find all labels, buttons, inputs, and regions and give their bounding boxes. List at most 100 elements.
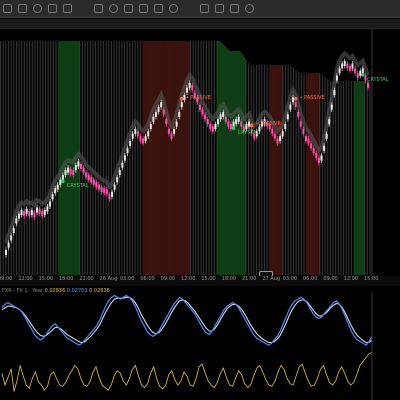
candle-body <box>15 218 18 224</box>
candle-body <box>33 212 36 218</box>
band-gray <box>131 29 134 275</box>
band-gray <box>94 29 97 275</box>
candle-body <box>222 111 225 117</box>
candle-body <box>20 210 23 215</box>
band-gray <box>290 29 292 275</box>
price-chart[interactable] <box>0 29 400 275</box>
band-gray <box>350 29 353 275</box>
candle-body <box>17 213 20 219</box>
band-gray <box>337 29 339 275</box>
zoom-out-icon[interactable] <box>139 4 148 13</box>
candle-body <box>167 128 170 134</box>
candle-body <box>38 208 41 214</box>
band-gray <box>303 29 305 275</box>
candle-body <box>77 161 80 167</box>
band-gray <box>332 29 334 275</box>
alert-icon[interactable] <box>200 4 209 13</box>
zoom-in-icon[interactable] <box>124 4 133 13</box>
band-green <box>63 29 67 275</box>
candle-body <box>250 128 253 134</box>
oscillator-panel[interactable] <box>0 292 400 400</box>
candle-body <box>160 102 163 108</box>
band-gray <box>87 29 89 275</box>
draw-icon[interactable] <box>94 4 103 13</box>
band-gray <box>189 29 192 275</box>
band-gray <box>327 29 329 275</box>
candle-body <box>214 124 217 130</box>
signal-marker <box>361 73 365 77</box>
candle-body <box>351 63 354 69</box>
band-gray <box>298 29 300 275</box>
signal-marker <box>293 96 298 101</box>
candle-body <box>98 184 101 190</box>
candle-body <box>217 119 220 125</box>
candle-body <box>74 165 77 171</box>
candle-body <box>95 182 98 188</box>
band-gray <box>369 29 371 275</box>
band-gray <box>118 29 120 275</box>
candle-body <box>69 168 72 174</box>
oscillator-signal-line <box>1 352 373 392</box>
oscillator-fast-line <box>1 294 373 346</box>
save-icon[interactable] <box>33 4 42 13</box>
band-green <box>58 29 61 275</box>
undo-icon[interactable] <box>245 4 254 13</box>
indicator-legend: FXR · FX 1 · Year 0.02836 0.02703 0.0283… <box>2 288 110 294</box>
band-green <box>237 29 241 275</box>
band-gray <box>255 29 258 275</box>
band-green <box>218 29 222 275</box>
text-icon[interactable] <box>109 4 118 13</box>
candle-body <box>333 90 336 96</box>
band-green <box>60 29 64 275</box>
band-red <box>174 29 178 275</box>
candle-body <box>54 188 57 194</box>
band-gray <box>108 29 110 275</box>
band-gray <box>10 29 12 275</box>
band-gray <box>213 29 215 275</box>
candle-body <box>186 87 188 93</box>
crosshair-icon[interactable] <box>63 4 72 13</box>
band-green <box>216 29 220 275</box>
candle-body <box>28 211 31 217</box>
open-icon[interactable] <box>18 4 27 13</box>
candle-body <box>180 102 183 108</box>
camera-icon[interactable] <box>169 4 178 13</box>
cursor-icon[interactable] <box>48 4 57 13</box>
candle-body <box>46 206 49 212</box>
band-gray <box>364 29 366 275</box>
band-red <box>182 29 185 275</box>
band-gray <box>340 29 342 275</box>
indicator-name: FXR · FX 1 · Year <box>2 288 43 294</box>
band-red <box>163 29 167 275</box>
candle-body <box>41 211 44 217</box>
candle-body <box>204 114 207 120</box>
candle-body <box>131 133 134 139</box>
band-gray <box>55 29 57 275</box>
candle-body <box>162 109 165 115</box>
time-tick: 15:00 <box>364 276 379 282</box>
settings-icon[interactable] <box>154 4 163 13</box>
layout-icon[interactable] <box>215 4 224 13</box>
candle-body <box>126 148 129 154</box>
band-gray <box>321 29 324 275</box>
band-gray <box>84 29 86 275</box>
candle-body <box>134 128 137 134</box>
candle-body <box>178 111 181 117</box>
candle-body <box>245 124 248 130</box>
band-gray <box>113 29 115 275</box>
band-green <box>71 29 75 275</box>
band-gray <box>92 29 94 275</box>
band-gray <box>292 29 295 275</box>
candle-body <box>43 210 46 215</box>
menu-icon[interactable] <box>3 4 12 13</box>
candle-body <box>157 107 160 113</box>
band-gray <box>34 29 36 275</box>
band-gray <box>89 29 91 275</box>
candle-body <box>136 131 139 137</box>
band-gray <box>21 29 23 275</box>
signal-sell-3: • PASSIVE <box>255 121 281 128</box>
band-red <box>176 29 180 275</box>
candle-body <box>72 170 75 176</box>
replay-icon[interactable] <box>230 4 239 13</box>
band-green <box>356 29 360 275</box>
